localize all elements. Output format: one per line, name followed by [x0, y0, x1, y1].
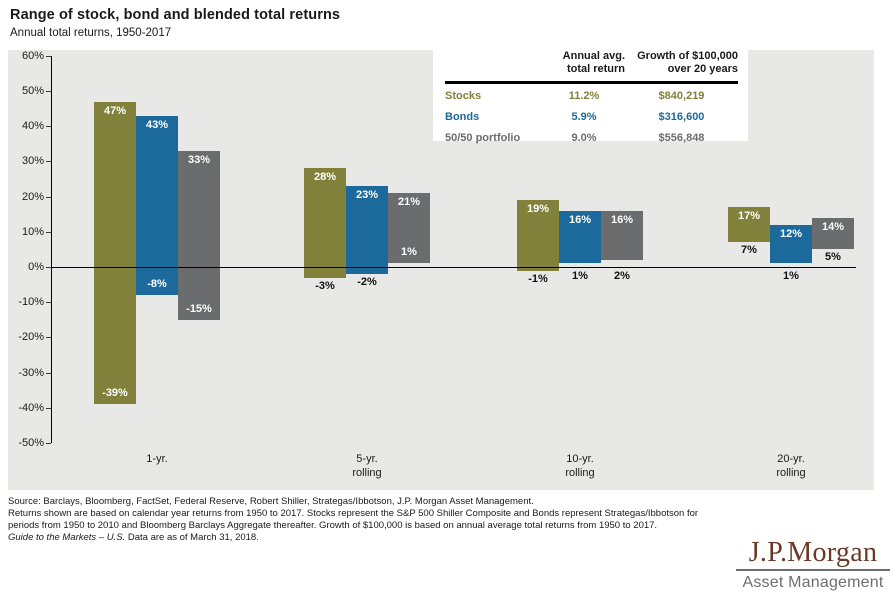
zero-baseline: [51, 267, 856, 268]
bar-max-label: 16%: [610, 213, 634, 226]
bar-stocks-2: [304, 168, 346, 278]
row-label: Stocks: [445, 89, 482, 102]
y-axis-tick: [46, 443, 51, 444]
bar-bonds-4: [770, 224, 812, 264]
y-axis-tick: [46, 126, 51, 128]
bar-max-label: 43%: [145, 118, 169, 131]
gtm-line: Guide to the Markets – U.S. Data are as …: [8, 532, 724, 544]
y-axis-tick: [46, 55, 51, 57]
bar-min-label: 2%: [614, 270, 630, 282]
y-axis-tick: [46, 196, 51, 198]
page-title: Range of stock, bond and blended total r…: [10, 7, 341, 23]
table-row-5050-portfolio: 50/50 portfolio 9.0% $556,848: [445, 128, 738, 147]
summary-table: Annual avg. total return Growth of $100,…: [433, 43, 748, 144]
bar-bonds-3: [559, 210, 601, 264]
y-axis-tick: [46, 372, 51, 374]
bar-max-label: 14%: [821, 220, 845, 233]
logo-wordmark: J.P.Morgan: [748, 537, 878, 568]
bar-min-label: -1%: [528, 272, 548, 285]
y-axis-tick: [46, 337, 51, 339]
row-avg-return: 11.2%: [568, 89, 600, 102]
bar-min-label: 1%: [401, 246, 417, 259]
bar-min-label: -15%: [186, 302, 212, 315]
y-axis-tick-label: 40%: [21, 120, 44, 133]
summary-table-header-metric: Annual avg. total return: [562, 50, 625, 75]
bar-stocks-4: [728, 207, 770, 243]
summary-table-header-row: Annual avg. total return Growth of $100,…: [445, 50, 738, 84]
bar-min-label: -39%: [102, 387, 128, 400]
table-row-bonds: Bonds 5.9% $316,600: [445, 107, 738, 126]
y-axis-tick-label: 0%: [28, 261, 44, 273]
bar-bonds-1: [136, 115, 178, 296]
y-axis-tick: [46, 161, 51, 163]
y-axis-tick-label: 60%: [21, 49, 44, 62]
row-avg-return: 5.9%: [571, 110, 597, 123]
category-label: 10-yr. rolling: [565, 453, 595, 479]
y-axis-tick: [46, 302, 51, 304]
category-label: 1-yr.: [146, 453, 168, 465]
table-row-stocks: Stocks 11.2% $840,219: [445, 86, 738, 105]
y-axis-tick-label: -30%: [18, 366, 44, 379]
row-label: Bonds: [445, 110, 480, 123]
bar-stocks-1: [94, 101, 136, 405]
logo-division: Asset Management: [736, 569, 890, 592]
y-axis-tick: [46, 267, 51, 268]
bar-bonds-2: [346, 186, 388, 275]
y-axis-tick-label: 10%: [21, 225, 44, 238]
bar-min-label: -3%: [315, 279, 335, 292]
returns-note: Returns shown are based on calendar year…: [8, 507, 699, 531]
bar-max-label: 12%: [779, 227, 803, 240]
y-axis-tick: [46, 91, 51, 92]
bar-min-label: -2%: [357, 276, 377, 289]
bar-max-label: 28%: [313, 171, 337, 184]
y-axis-tick-label: -10%: [18, 296, 44, 309]
bar-min-label: 1%: [783, 270, 799, 282]
bar-max-label: 19%: [526, 203, 550, 216]
category-label: 5-yr. rolling: [352, 453, 382, 479]
y-axis-tick-label: -50%: [18, 437, 44, 449]
footer: Source: Barclays, Bloomberg, FactSet, Fe…: [8, 496, 724, 544]
bar-max-label: 33%: [187, 153, 211, 166]
y-axis-tick-label: -40%: [18, 401, 44, 414]
y-axis-tick-label: 30%: [21, 155, 44, 168]
summary-table-header-label: [445, 50, 543, 76]
row-label: 50/50 portfolio: [445, 131, 521, 144]
bar-max-label: 23%: [355, 189, 379, 202]
bar-50-50-portfolio-1: [178, 150, 220, 320]
y-axis-tick: [46, 231, 51, 233]
source-line: Source: Barclays, Bloomberg, FactSet, Fe…: [8, 496, 534, 507]
row-growth: $316,600: [658, 110, 705, 123]
bar-50-50-portfolio-4: [812, 217, 854, 250]
bar-50-50-portfolio-2: [388, 193, 430, 264]
bar-stocks-3: [517, 200, 559, 271]
summary-table-header-growth: Growth of $100,000 over 20 years: [637, 50, 738, 75]
row-growth: $840,219: [658, 89, 705, 102]
page-subtitle: Annual total returns, 1950-2017: [10, 27, 172, 39]
bar-max-label: 47%: [103, 104, 127, 117]
y-axis-tick: [46, 407, 51, 409]
y-axis-tick-label: 50%: [21, 85, 44, 97]
bar-max-label: 17%: [737, 210, 761, 223]
bar-max-label: 16%: [568, 213, 592, 226]
bar-min-label: 5%: [825, 251, 841, 264]
category-label: 20-yr. rolling: [776, 453, 806, 479]
bar-50-50-portfolio-3: [601, 210, 643, 260]
gtm-title: Guide to the Markets – U.S.: [8, 531, 126, 543]
bar-min-label: 7%: [741, 244, 757, 257]
row-growth: $556,848: [658, 131, 705, 144]
bar-min-label: -8%: [147, 278, 167, 291]
jpmorgan-logo: J.P.Morgan Asset Management: [736, 538, 890, 592]
y-axis-tick-label: 20%: [21, 190, 44, 203]
gtm-date: Data are as of March 31, 2018.: [125, 531, 259, 543]
y-axis-tick-label: -20%: [18, 331, 44, 344]
bar-min-label: 1%: [572, 270, 588, 282]
row-avg-return: 9.0%: [571, 131, 597, 144]
bar-max-label: 21%: [397, 196, 421, 209]
y-axis-line: [51, 55, 52, 443]
